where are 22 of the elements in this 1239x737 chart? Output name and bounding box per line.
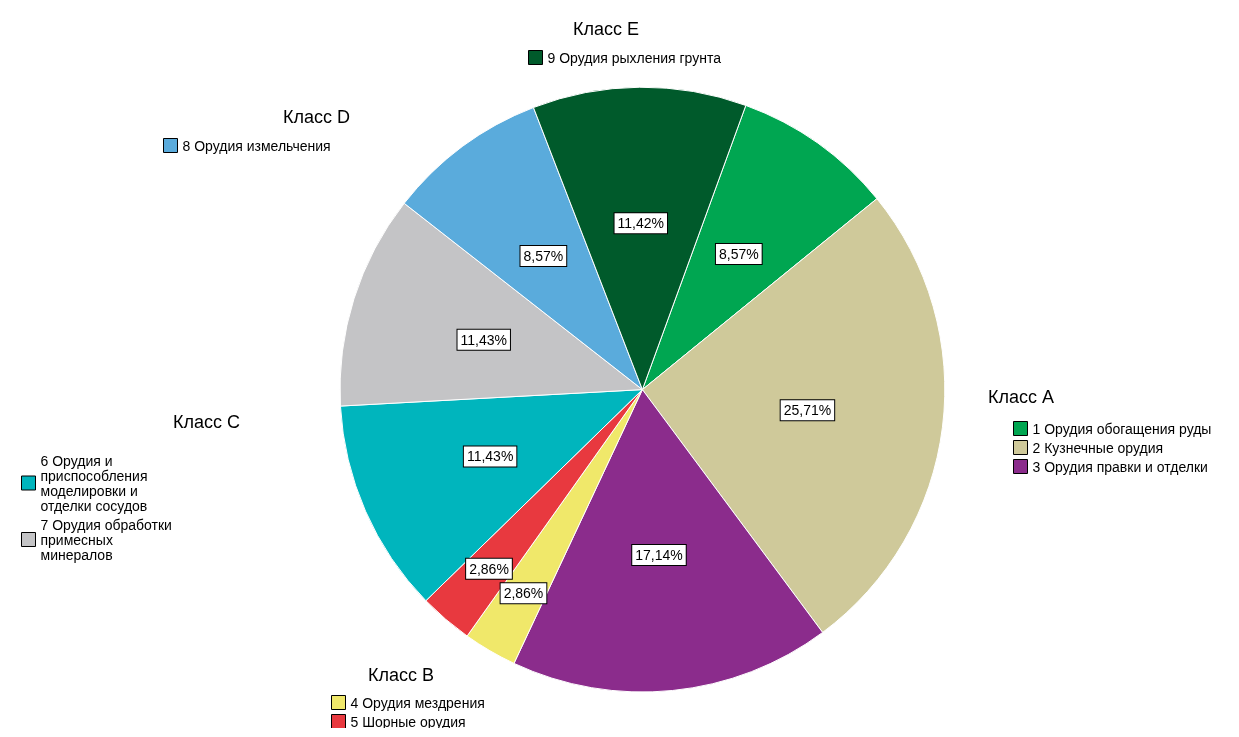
legend-label: 6 Орудия и приспособления моделировки и отделки сосудов — [40, 452, 152, 514]
data-label: 17,14% — [635, 547, 683, 564]
text: Класс C — [173, 412, 240, 432]
legend-label: 1 Орудия обогащения руды — [1032, 420, 1212, 437]
legend-label: 8 Орудия измельчения — [182, 137, 331, 154]
legend-label: 9 Орудия рыхления грунта — [547, 49, 722, 66]
text: Класс B — [368, 665, 435, 685]
text: Класс D — [283, 107, 350, 127]
data-label: 8,57% — [718, 246, 759, 263]
data-label: 11,43% — [466, 448, 514, 465]
data-label: 25,71% — [783, 402, 832, 419]
data-label: 2,86% — [503, 585, 544, 602]
text: Класс E — [573, 19, 640, 39]
data-label: 2,86% — [469, 560, 509, 577]
legend-label: 2 Кузнечные орудия — [1032, 439, 1164, 456]
text: Класс A — [988, 387, 1055, 407]
legend-label: 3 Орудия правки и отделки — [1032, 458, 1208, 475]
legend-label: 4 Орудия мездрения — [350, 694, 485, 711]
legend-label: 7 Орудия обработки примесных минералов — [40, 516, 176, 563]
data-label: 11,42% — [617, 215, 665, 232]
data-label: 8,57% — [523, 247, 564, 264]
data-label: 11,43% — [460, 331, 507, 348]
